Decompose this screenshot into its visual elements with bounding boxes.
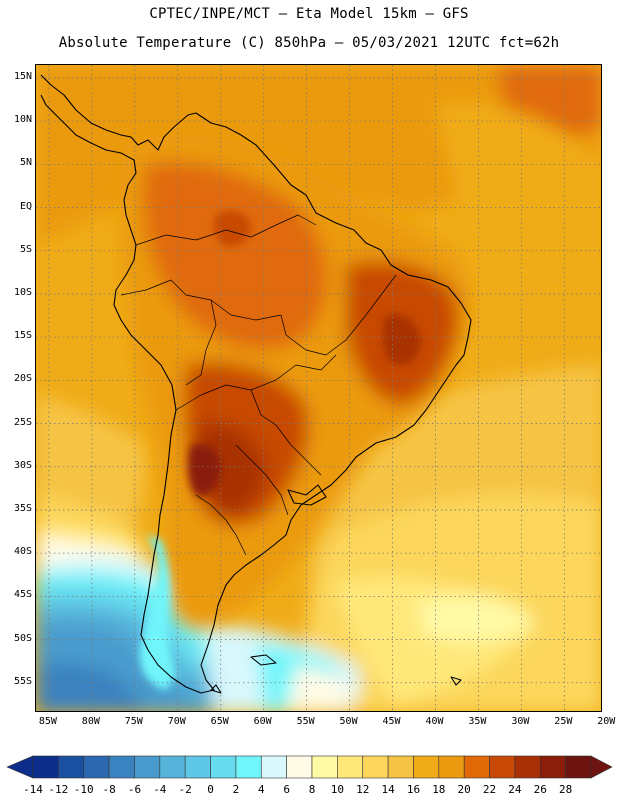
colorbar-cell bbox=[337, 755, 364, 779]
lat-label: EQ bbox=[19, 200, 32, 212]
colorbar-label: -4 bbox=[153, 783, 167, 796]
lat-label: 5S bbox=[19, 243, 32, 255]
colorbar-cell bbox=[159, 755, 186, 779]
colorbar-label: 8 bbox=[308, 783, 316, 796]
colorbar-cell bbox=[32, 755, 59, 779]
colorbar-label: 0 bbox=[207, 783, 214, 796]
temperature-field bbox=[36, 65, 601, 711]
colorbar-label: 10 bbox=[330, 783, 344, 796]
colorbar-cell bbox=[362, 755, 389, 779]
colorbar-cell bbox=[286, 755, 313, 779]
lon-label: 25W bbox=[554, 716, 573, 727]
colorbar-cell bbox=[235, 755, 262, 779]
title-line-2: Absolute Temperature (C) 850hPa – 05/03/… bbox=[58, 35, 560, 51]
lat-label: 45S bbox=[13, 589, 32, 601]
lon-label: 85W bbox=[38, 716, 57, 727]
colorbar bbox=[6, 755, 613, 779]
lon-label: 70W bbox=[167, 716, 186, 727]
lon-label: 40W bbox=[425, 716, 444, 727]
colorbar-label: 22 bbox=[482, 783, 497, 796]
lon-label: 65W bbox=[210, 716, 229, 727]
colorbar-cell bbox=[134, 755, 161, 779]
colorbar-label: -10 bbox=[73, 783, 94, 796]
colorbar-label: 24 bbox=[508, 783, 522, 796]
colorbar-cell bbox=[539, 755, 566, 779]
colorbar-cell bbox=[463, 755, 490, 779]
colorbar-cell bbox=[489, 755, 516, 779]
colorbar-label: -8 bbox=[102, 783, 116, 796]
colorbar-cell bbox=[83, 755, 110, 779]
lat-label: 35S bbox=[13, 502, 32, 514]
lat-label: 50S bbox=[13, 632, 32, 644]
lon-label: 30W bbox=[511, 716, 530, 727]
lat-label: 10S bbox=[13, 286, 32, 298]
colorbar-label: 16 bbox=[406, 783, 421, 796]
lon-label: 50W bbox=[339, 716, 358, 727]
colorbar-label: 14 bbox=[381, 783, 395, 796]
colorbar-cell bbox=[387, 755, 414, 779]
lon-label: 55W bbox=[296, 716, 315, 727]
colorbar-label: 12 bbox=[356, 783, 370, 796]
lon-label: 20W bbox=[597, 716, 616, 727]
colorbar-label: -12 bbox=[48, 783, 69, 796]
colorbar-cell bbox=[184, 755, 211, 779]
coastlines bbox=[40, 74, 472, 694]
colorbar-cell bbox=[311, 755, 338, 779]
lon-label: 45W bbox=[382, 716, 401, 727]
country-borders bbox=[120, 214, 397, 556]
colorbar-label: 6 bbox=[283, 783, 290, 796]
lat-label: 5N bbox=[19, 157, 32, 169]
lat-lon-grid bbox=[36, 65, 601, 711]
lon-label: 60W bbox=[253, 716, 272, 727]
colorbar-cell bbox=[58, 755, 85, 779]
lat-label: 20S bbox=[13, 373, 32, 385]
lat-label: 40S bbox=[13, 546, 32, 558]
colorbar-label: 20 bbox=[457, 783, 471, 796]
colorbar-cell bbox=[210, 755, 237, 779]
colorbar-cell bbox=[108, 755, 135, 779]
colorbar-arrow-left bbox=[6, 755, 34, 779]
colorbar-label: 4 bbox=[257, 783, 265, 796]
colorbar-label: -14 bbox=[23, 783, 43, 796]
lon-label: 75W bbox=[124, 716, 143, 727]
colorbar-label: 28 bbox=[559, 783, 573, 796]
lon-label: 35W bbox=[468, 716, 487, 727]
lat-label: 30S bbox=[13, 459, 32, 471]
colorbar-cell bbox=[514, 755, 541, 779]
temperature-map bbox=[35, 64, 602, 712]
colorbar-label: -6 bbox=[127, 783, 142, 796]
colorbar-cell bbox=[260, 755, 287, 779]
title-line-1: CPTEC/INPE/MCT – Eta Model 15km – GFS bbox=[149, 6, 469, 22]
colorbar-label: 2 bbox=[232, 783, 240, 796]
colorbar-label: 26 bbox=[533, 783, 547, 796]
lat-label: 15N bbox=[13, 70, 32, 82]
colorbar-label: -2 bbox=[178, 783, 192, 796]
colorbar-arrow-right bbox=[590, 755, 613, 779]
lat-label: 15S bbox=[13, 330, 32, 342]
colorbar-label: 18 bbox=[432, 783, 446, 796]
colorbar-cell bbox=[413, 755, 440, 779]
colorbar-cell bbox=[438, 755, 465, 779]
lat-label: 25S bbox=[13, 416, 32, 428]
lon-label: 80W bbox=[81, 716, 100, 727]
lat-label: 55S bbox=[13, 675, 32, 687]
lat-label: 10N bbox=[13, 114, 32, 126]
colorbar-cell bbox=[565, 755, 592, 779]
